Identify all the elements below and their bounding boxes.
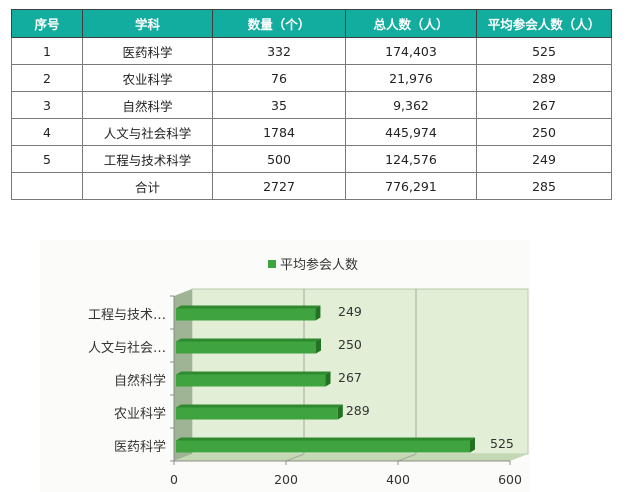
cell-count: 500 — [212, 145, 346, 173]
x-tick-label: 600 — [498, 472, 522, 487]
cell-subject: 农业科学 — [82, 64, 213, 92]
cell-subject: 合计 — [82, 172, 213, 200]
data-label: 289 — [345, 402, 370, 418]
legend-swatch-icon — [268, 259, 276, 268]
data-label: 267 — [338, 369, 362, 385]
cell-average: 285 — [476, 172, 612, 200]
legend-label: 平均参会人数 — [280, 258, 359, 273]
data-label: 249 — [338, 303, 362, 319]
category-label: 医药科学 — [113, 439, 166, 455]
cell-count: 76 — [212, 64, 346, 92]
cell-average: 525 — [476, 37, 612, 65]
cell-total: 174,403 — [345, 37, 477, 65]
cell-average: 249 — [476, 145, 612, 173]
header-total: 总人数（人） — [345, 9, 477, 38]
cell-count: 35 — [212, 91, 346, 119]
table-row: 1 医药科学 332 174,403 525 — [11, 37, 612, 65]
cell-subject: 医药科学 — [82, 37, 213, 65]
cell-average: 289 — [476, 64, 612, 92]
category-label: 工程与技术… — [87, 307, 166, 323]
cell-average: 267 — [476, 91, 612, 119]
cell-count: 332 — [212, 37, 346, 65]
x-tick-label: 400 — [386, 472, 410, 487]
category-label: 农业科学 — [113, 406, 166, 422]
x-tick-label: 200 — [274, 472, 298, 487]
cell-total: 776,291 — [345, 172, 477, 200]
table-total-row: 合计 2727 776,291 285 — [11, 172, 612, 200]
cell-subject: 自然科学 — [82, 91, 213, 119]
x-tick-label: 0 — [170, 472, 178, 487]
cell-subject: 人文与社会科学 — [82, 118, 213, 146]
cell-total: 445,974 — [345, 118, 477, 146]
category-label: 自然科学 — [113, 373, 166, 389]
table-row: 3 自然科学 35 9,362 267 — [11, 91, 612, 119]
cell-index — [11, 172, 83, 200]
table-header-row: 序号 学科 数量（个） 总人数（人） 平均参会人数（人） — [11, 9, 612, 38]
category-label: 人文与社会… — [87, 340, 166, 356]
chart-legend: 平均参会人数 — [268, 254, 358, 273]
cell-index: 1 — [11, 37, 83, 65]
header-average: 平均参会人数（人） — [476, 9, 612, 38]
data-label: 250 — [338, 336, 362, 352]
cell-index: 2 — [11, 64, 83, 92]
cell-average: 250 — [476, 118, 612, 146]
cell-index: 4 — [11, 118, 83, 146]
table-row: 4 人文与社会科学 1784 445,974 250 — [11, 118, 612, 146]
data-label: 525 — [490, 435, 514, 451]
cell-index: 3 — [11, 91, 83, 119]
table-row: 5 工程与技术科学 500 124,576 249 — [11, 145, 612, 173]
cell-count: 2727 — [212, 172, 346, 200]
statistics-table: 序号 学科 数量（个） 总人数（人） 平均参会人数（人） 1 医药科学 332 … — [11, 9, 612, 200]
